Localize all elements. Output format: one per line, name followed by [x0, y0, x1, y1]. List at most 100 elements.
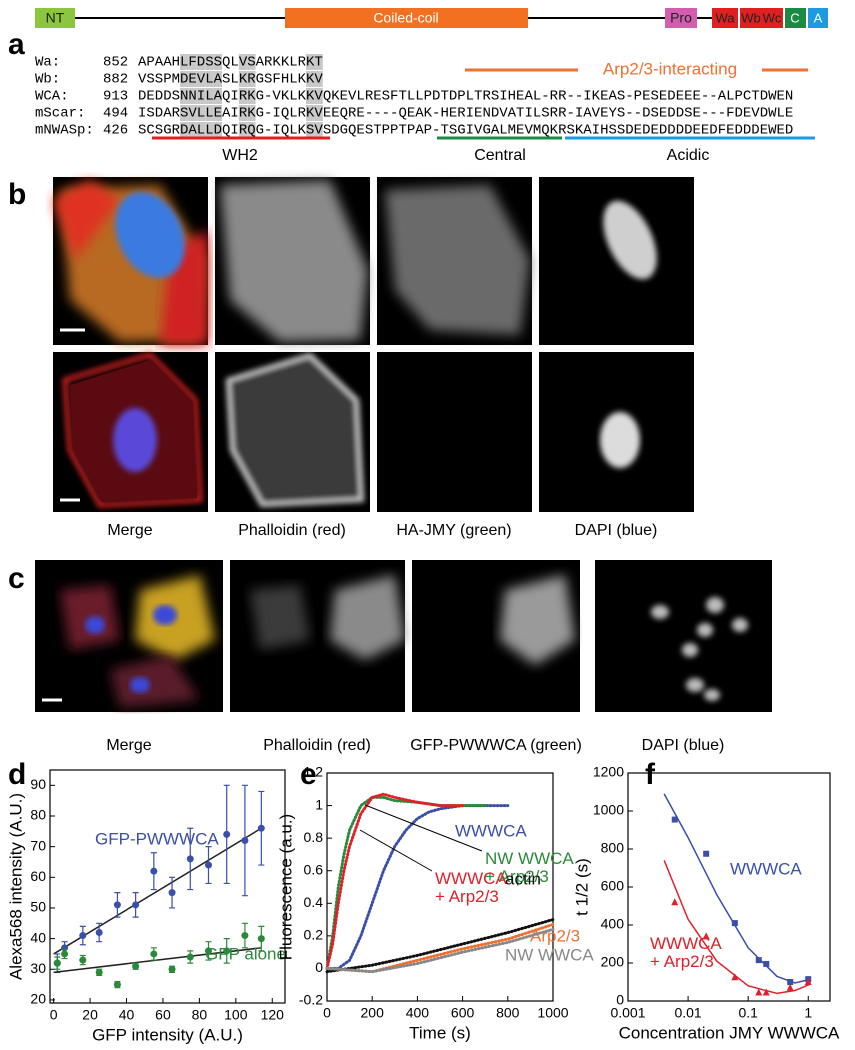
highlight	[188, 122, 197, 138]
arrow	[364, 804, 483, 852]
image-caption: GFP-PWWWCA (green)	[410, 737, 582, 754]
y-tick-label: 800	[601, 840, 625, 856]
x-tick-label: 0	[323, 1005, 331, 1021]
series-label: actin	[505, 869, 541, 888]
highlight	[314, 88, 323, 104]
seq-start: 426	[103, 123, 128, 139]
series-label: GFP alone	[205, 944, 286, 963]
y-tick-label: 0.2	[304, 927, 324, 943]
highlight	[180, 122, 189, 138]
y-tick-label: 400	[601, 916, 625, 932]
y-tick-label: 0	[315, 959, 323, 975]
y-tick-label: 50	[30, 899, 46, 915]
seq-start: 852	[103, 55, 128, 71]
x-tick-label: 400	[406, 1005, 430, 1021]
region-label: Central	[474, 147, 526, 164]
point	[755, 988, 763, 996]
x-tick-label: 0.001	[610, 1005, 645, 1021]
series-label: WWWCA + Arp2/3	[650, 934, 726, 971]
highlight	[196, 88, 206, 104]
point	[132, 901, 140, 909]
domain-label: NT	[46, 10, 65, 26]
y-tick-label: 0.4	[304, 894, 324, 910]
arp-label: Arp2/3-interacting	[603, 59, 737, 78]
point	[241, 837, 249, 845]
point	[204, 861, 212, 869]
point	[150, 950, 158, 958]
point	[150, 867, 158, 875]
x-tick-label: 120	[261, 1007, 285, 1023]
x-tick-label: 40	[119, 1007, 135, 1023]
panel-label: f	[645, 758, 656, 791]
domain-label: Wb	[741, 10, 761, 25]
highlight	[213, 105, 222, 121]
point	[223, 947, 231, 955]
highlight	[205, 88, 214, 104]
y-tick-label: 40	[30, 929, 46, 945]
sequence: DEDDSNNILAQIRKG-VKLKKVQKEVLRESFTLLPDTDPL…	[138, 89, 793, 105]
y-tick-label: 0	[616, 992, 624, 1008]
point	[671, 816, 678, 823]
domain-label: Pro	[670, 10, 692, 26]
region-label: WH2	[222, 147, 258, 164]
x-tick-label: 20	[82, 1007, 98, 1023]
highlight	[196, 122, 206, 138]
highlight	[196, 54, 206, 70]
x-tick-label: 100	[224, 1007, 248, 1023]
highlight	[238, 54, 248, 70]
highlight	[247, 122, 256, 138]
point	[671, 898, 679, 906]
highlight	[205, 105, 214, 121]
image-caption: Merge	[106, 737, 151, 754]
image-caption: DAPI (blue)	[642, 737, 725, 754]
point	[79, 932, 87, 940]
y-tick-label: 20	[30, 991, 46, 1007]
image-caption: HA-JMY (green)	[396, 522, 511, 539]
point	[204, 947, 212, 955]
x-tick-label: 600	[451, 1005, 475, 1021]
highlight	[180, 54, 189, 70]
y-tick-label: 1000	[593, 802, 624, 818]
x-tick-label: 200	[361, 1005, 385, 1021]
highlight	[247, 54, 256, 70]
domain-label: Coiled-coil	[373, 10, 438, 26]
series-label: NW WWCA	[505, 945, 594, 964]
domain-diagram	[35, 8, 828, 28]
seq-name: Wb:	[35, 72, 60, 88]
data-trace	[325, 927, 555, 974]
image-caption: Phalloidin (red)	[238, 522, 346, 539]
x-tick-label: 60	[155, 1007, 171, 1023]
highlight	[196, 105, 206, 121]
series-label: GFP-PWWWCA	[95, 829, 219, 848]
highlight	[306, 71, 315, 87]
domain-label: C	[790, 10, 799, 25]
highlight	[314, 105, 323, 121]
highlight	[306, 105, 315, 121]
y-tick-label: 1200	[593, 764, 624, 780]
point	[731, 920, 738, 927]
point	[61, 950, 69, 958]
x-tick-label: 0.01	[674, 1005, 701, 1021]
point	[168, 965, 176, 973]
x-tick-label: 800	[496, 1005, 520, 1021]
point	[186, 855, 194, 863]
x-tick-label: 1	[804, 1005, 812, 1021]
point	[257, 935, 265, 943]
highlight	[306, 88, 315, 104]
highlight	[180, 88, 189, 104]
highlight	[188, 88, 197, 104]
point	[804, 978, 812, 985]
highlight	[213, 54, 222, 70]
arrow	[359, 829, 433, 872]
series-label: NW WWCA + Arp2/3	[485, 849, 578, 886]
seq-name: Wa:	[35, 55, 60, 71]
y-tick-label: 1.2	[304, 764, 324, 780]
point	[703, 850, 710, 857]
sequence: VSSPMDEVLASLKRGSFHLKKV	[138, 72, 323, 88]
image-caption: Merge	[107, 522, 152, 539]
x-tick-label: 1000	[537, 1005, 568, 1021]
highlight	[213, 88, 222, 104]
x-axis-title: Concentration JMY WWWCA	[619, 1023, 840, 1042]
